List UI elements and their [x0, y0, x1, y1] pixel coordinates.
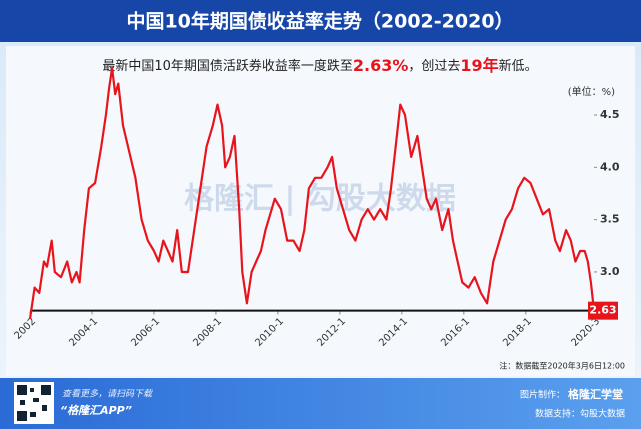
end-label: 2.63	[589, 304, 616, 317]
y-tick-label: 4.5	[600, 108, 620, 121]
chart-title: 中国10年期国债收益率走势（2002-2020）	[126, 10, 513, 33]
watermark: 格隆汇 | 勾股大数据	[184, 182, 456, 217]
subtitle-highlight: 2.63%	[353, 56, 409, 75]
y-tick-label: 3.5	[600, 213, 620, 226]
subtitle-part: 最新中国10年期国债活跃券收益率一度跌至	[102, 58, 353, 74]
header-bar	[0, 0, 641, 42]
footer-maker-label: 图片制作：	[520, 389, 565, 401]
footer-app: “格隆汇APP”	[60, 404, 132, 417]
y-tick-label: 3.0	[600, 265, 620, 278]
line-series	[28, 66, 596, 320]
footer-maker: 格隆汇学堂	[568, 387, 623, 401]
subtitle-highlight: 19年	[460, 56, 498, 75]
plot-panel	[6, 46, 635, 376]
subtitle-part: 新低。	[499, 58, 538, 74]
unit-label: (单位：%)	[568, 85, 615, 98]
footer-bar	[0, 378, 641, 429]
note: 注：数据截至2020年3月6日12:00	[499, 361, 625, 371]
footer-promo: 查看更多，请扫码下载	[62, 389, 153, 400]
footer-source: 数据支持：勾股大数据	[535, 408, 625, 420]
end-label-box	[588, 301, 618, 320]
subtitle-part: ，创过去	[408, 59, 460, 74]
y-tick-label: 4.0	[600, 160, 620, 173]
qr-pattern	[17, 385, 51, 421]
subtitle: 最新中国10年期国债活跃券收益率一度跌至2.63%，创过去19年新低。	[102, 56, 537, 75]
